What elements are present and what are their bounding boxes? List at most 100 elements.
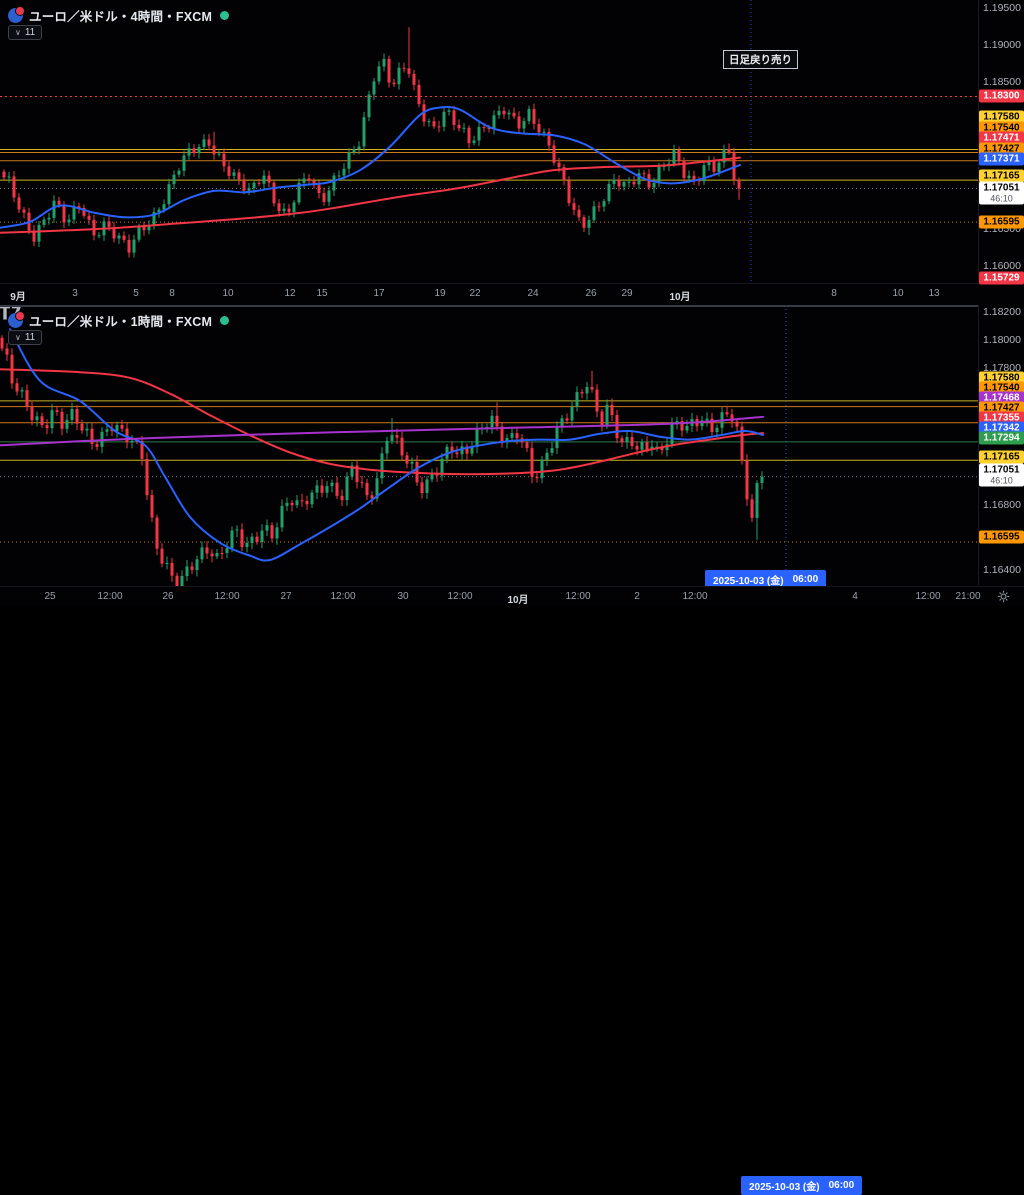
time-axis-tick: 10	[892, 288, 904, 299]
price-level-chip: 1.17294	[979, 431, 1024, 445]
price-level-chip: 1.16595	[979, 215, 1024, 229]
time-axis-tick: 12:00	[214, 591, 240, 602]
price-level-chip: 1.17355	[979, 411, 1024, 425]
price-level-chip: 1.17165	[979, 169, 1024, 182]
time-axis-tick: 12:00	[565, 591, 591, 602]
time-axis-tick: 13	[928, 288, 940, 299]
time-axis-tick: 29	[621, 288, 633, 299]
price-level-chip: 1.17427	[979, 401, 1024, 415]
time-axis-tick: 8	[831, 288, 837, 299]
time-axis-tick: 22	[469, 288, 481, 299]
chevron-down-icon: ∨	[15, 28, 21, 37]
price-level-chip: 1.16595	[979, 530, 1024, 544]
price-level-chip: 1.17540	[979, 381, 1024, 395]
time-axis-tick: 3	[72, 288, 78, 299]
time-axis-tick: 10	[222, 288, 234, 299]
indicators-count: 11	[24, 27, 36, 38]
price-level-chip: 1.17468	[979, 391, 1024, 405]
chart-pane-4h[interactable]: ユーロ／米ドル・4時間・FXCM ∨ 11 日足戻り売り	[0, 0, 978, 283]
bar-countdown: 46:10	[990, 475, 1013, 486]
candles	[2, 27, 741, 258]
ma-blue-4h[interactable]	[0, 105, 741, 229]
crosshair-time: 06:00	[792, 574, 819, 585]
symbol-title-4h: ユーロ／米ドル・4時間・FXCM	[29, 10, 213, 24]
price-level-chip: 1.17427	[979, 142, 1024, 155]
time-axis-tick: 19	[434, 288, 446, 299]
chart-pane-1h[interactable]: ユーロ／米ドル・1時間・FXCM ∨ 11	[0, 305, 978, 586]
chart-note-label[interactable]: 日足戻り売り	[723, 50, 798, 69]
symbol-title-row-1h[interactable]: ユーロ／米ドル・1時間・FXCM	[8, 311, 230, 330]
time-axis-tick: 12:00	[97, 591, 123, 602]
time-axis-tick: 21:00	[955, 591, 981, 602]
price-axis-tick: 1.18500	[983, 76, 1021, 88]
price-level-chip: 1.17165	[979, 450, 1024, 464]
price-axis-tick: 1.16400	[983, 564, 1021, 576]
eurusd-pair-icon	[8, 6, 25, 23]
time-axis-tick: 24	[527, 288, 539, 299]
time-axis-tick: 15	[316, 288, 328, 299]
price-level-chip: 1.18300	[979, 89, 1024, 103]
price-axis-tick: 1.19000	[983, 39, 1021, 51]
time-axis-tick: 25	[44, 591, 56, 602]
crosshair-date: 2025-10-03 (金)	[749, 1182, 820, 1193]
crosshair-time: 06:00	[828, 1180, 855, 1191]
time-axis-tick: 12:00	[915, 591, 941, 602]
symbol-title-1h: ユーロ／米ドル・1時間・FXCM	[29, 315, 213, 329]
time-axis-tick: 12	[284, 288, 296, 299]
bar-countdown: 46:10	[990, 193, 1013, 204]
price-level-chip: 1.17471	[979, 131, 1024, 145]
price-axis-tick: 1.16800	[983, 499, 1021, 511]
time-axis-settings-gear-icon[interactable]	[997, 590, 1010, 603]
time-axis-tick: 26	[585, 288, 597, 299]
ma-red-1h[interactable]	[0, 368, 764, 476]
time-axis-tick: 10月	[669, 292, 691, 303]
market-status-dot	[220, 11, 230, 20]
crosshair-date-chip-1h: 2025-10-03 (金) 06:00	[741, 1176, 863, 1195]
time-scale-4h[interactable]: 2025-10-03 (金) 06:00 9月 3 5 8 10 12 15 17 19 22 24…	[0, 283, 1024, 589]
time-axis-tick: 5	[133, 288, 139, 299]
market-status-dot	[220, 316, 230, 325]
price-level-chip: 1.17580	[979, 371, 1024, 385]
chevron-down-icon: ∨	[15, 333, 21, 342]
time-axis-tick: 12:00	[682, 591, 708, 602]
crosshair-date: 2025-10-03 (金)	[713, 576, 784, 587]
price-level-chip: 1.17342	[979, 421, 1024, 435]
time-scale-1h[interactable]: 2025-10-03 (金) 06:00 25 12:00 26 12:00 27 12:…	[0, 586, 1024, 1195]
time-axis-tick: 4	[852, 591, 858, 602]
chart-canvas-4h[interactable]	[0, 0, 978, 283]
price-axis-tick: 1.18000	[983, 334, 1021, 346]
price-axis-tick: 1.16000	[983, 260, 1021, 272]
ma-red-4h[interactable]	[0, 156, 741, 234]
price-level-chip: 1.17371	[979, 152, 1024, 166]
price-axis-tick: 1.19500	[983, 2, 1021, 14]
time-axis-tick: 27	[280, 591, 292, 602]
indicators-collapse-button-1h[interactable]: ∨ 11	[8, 330, 43, 345]
indicators-collapse-button-4h[interactable]: ∨ 11	[8, 25, 43, 40]
current-price-chip: 1.17051 46:10	[979, 181, 1024, 205]
time-axis-tick: 12:00	[330, 591, 356, 602]
current-price-chip: 1.17051 46:10	[979, 463, 1024, 487]
candles	[0, 335, 764, 586]
time-axis-tick: 2	[634, 591, 640, 602]
price-scale-1h[interactable]: 1.182001.180001.178001.172001.168001.164…	[978, 305, 1024, 585]
indicators-count: 11	[24, 332, 36, 343]
crosshair-date-chip-4h: 2025-10-03 (金) 06:00	[705, 570, 827, 589]
price-axis-tick: 1.17800	[983, 362, 1021, 374]
price-axis-tick: 1.18200	[983, 306, 1021, 318]
eurusd-pair-icon	[8, 311, 25, 328]
chart-canvas-1h[interactable]	[0, 305, 978, 586]
price-level-chip: 1.15729	[979, 271, 1024, 285]
time-axis-tick: 8	[169, 288, 175, 299]
price-scale-4h[interactable]: 1.195001.190001.185001.180001.165001.160…	[978, 0, 1024, 285]
time-axis-tick: 30	[397, 591, 409, 602]
symbol-title-row-4h[interactable]: ユーロ／米ドル・4時間・FXCM	[8, 6, 230, 25]
ma-blue-1h[interactable]	[9, 328, 764, 562]
time-axis-tick: 26	[162, 591, 174, 602]
price-level-chip: 1.17540	[979, 121, 1024, 134]
time-axis-tick: 12:00	[447, 591, 473, 602]
trendline-purple[interactable]	[0, 415, 764, 447]
price-level-chip: 1.17580	[979, 110, 1024, 124]
time-axis-tick: 9月	[10, 292, 26, 303]
time-axis-tick: 10月	[507, 595, 529, 606]
